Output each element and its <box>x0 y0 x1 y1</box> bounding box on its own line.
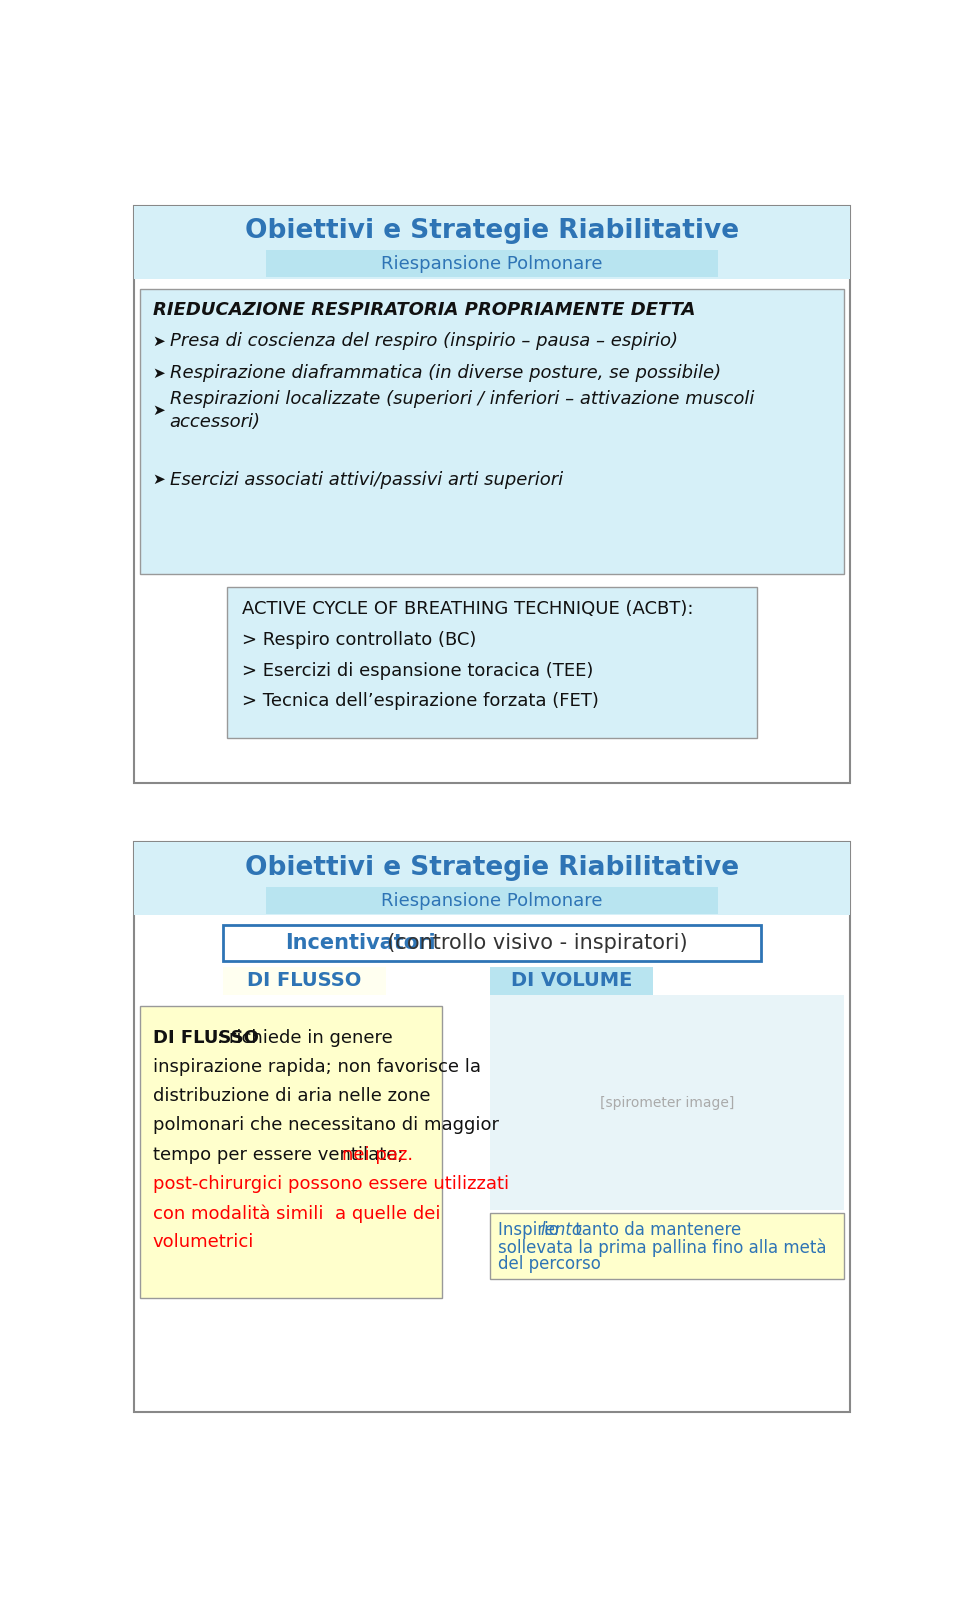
Text: ➤: ➤ <box>153 334 165 348</box>
Text: tanto da mantenere: tanto da mantenere <box>570 1222 741 1239</box>
Bar <box>134 842 850 1412</box>
Text: lento: lento <box>540 1222 583 1239</box>
Text: Respirazioni localizzate (superiori / inferiori – attivazione muscoli
accessori): Respirazioni localizzate (superiori / in… <box>170 390 754 431</box>
Bar <box>491 968 653 995</box>
Text: post-chirurgici possono essere utilizzati: post-chirurgici possono essere utilizzat… <box>153 1175 509 1193</box>
Bar <box>223 968 386 995</box>
Text: Incentivatori: Incentivatori <box>285 933 436 953</box>
Text: ➤: ➤ <box>153 473 165 487</box>
Text: ➤: ➤ <box>153 366 165 380</box>
Text: Esercizi associati attivi/passivi arti superiori: Esercizi associati attivi/passivi arti s… <box>170 471 563 489</box>
Bar <box>134 206 850 783</box>
Text: con modalità simili  a quelle dei: con modalità simili a quelle dei <box>153 1204 440 1223</box>
Text: Riespansione Polmonare: Riespansione Polmonare <box>381 891 603 910</box>
Text: RIEDUCAZIONE RESPIRATORIA PROPRIAMENTE DETTA: RIEDUCAZIONE RESPIRATORIA PROPRIAMENTE D… <box>153 302 695 319</box>
Text: > Esercizi di espansione toracica (TEE): > Esercizi di espansione toracica (TEE) <box>243 661 594 680</box>
Text: > Respiro controllato (BC): > Respiro controllato (BC) <box>243 631 477 648</box>
Text: inspirazione rapida; non favorisce la: inspirazione rapida; non favorisce la <box>153 1057 481 1076</box>
Text: sollevata la prima pallina fino alla metà: sollevata la prima pallina fino alla met… <box>498 1238 827 1257</box>
Bar <box>223 925 761 961</box>
Bar <box>227 588 757 738</box>
Bar <box>140 289 844 573</box>
Bar <box>134 206 850 278</box>
Text: volumetrici: volumetrici <box>153 1233 254 1252</box>
Bar <box>491 1214 844 1279</box>
Text: ACTIVE CYCLE OF BREATHING TECHNIQUE (ACBT):: ACTIVE CYCLE OF BREATHING TECHNIQUE (ACB… <box>243 600 694 618</box>
Bar <box>266 251 718 278</box>
Text: Obiettivi e Strategie Riabilitative: Obiettivi e Strategie Riabilitative <box>245 217 739 244</box>
Text: tempo per essere ventilate;: tempo per essere ventilate; <box>153 1145 409 1164</box>
Text: distribuzione di aria nelle zone: distribuzione di aria nelle zone <box>153 1088 430 1105</box>
Text: DI FLUSSO: DI FLUSSO <box>153 1028 258 1046</box>
Text: ➤: ➤ <box>153 402 165 418</box>
Text: Respirazione diaframmatica (in diverse posture, se possibile): Respirazione diaframmatica (in diverse p… <box>170 364 721 382</box>
Text: Presa di coscienza del respiro (inspirio – pausa – espirio): Presa di coscienza del respiro (inspirio… <box>170 332 678 350</box>
Text: DI FLUSSO: DI FLUSSO <box>248 971 362 990</box>
Text: Inspirio: Inspirio <box>498 1222 564 1239</box>
Bar <box>140 1006 443 1298</box>
Text: (controllo visivo - inspiratori): (controllo visivo - inspiratori) <box>374 933 687 953</box>
Bar <box>134 842 850 915</box>
Text: DI VOLUME: DI VOLUME <box>511 971 633 990</box>
Text: > Tecnica dell’espirazione forzata (FET): > Tecnica dell’espirazione forzata (FET) <box>243 693 599 711</box>
Text: [spirometer image]: [spirometer image] <box>600 1096 734 1110</box>
Text: polmonari che necessitano di maggior: polmonari che necessitano di maggior <box>153 1116 498 1134</box>
Bar <box>266 886 718 913</box>
Text: Obiettivi e Strategie Riabilitative: Obiettivi e Strategie Riabilitative <box>245 854 739 880</box>
Text: del percorso: del percorso <box>498 1255 601 1273</box>
Text: Riespansione Polmonare: Riespansione Polmonare <box>381 256 603 273</box>
Text: nei paz.: nei paz. <box>343 1145 414 1164</box>
Bar <box>491 995 844 1211</box>
Text: : richiede in genere: : richiede in genere <box>217 1028 393 1046</box>
